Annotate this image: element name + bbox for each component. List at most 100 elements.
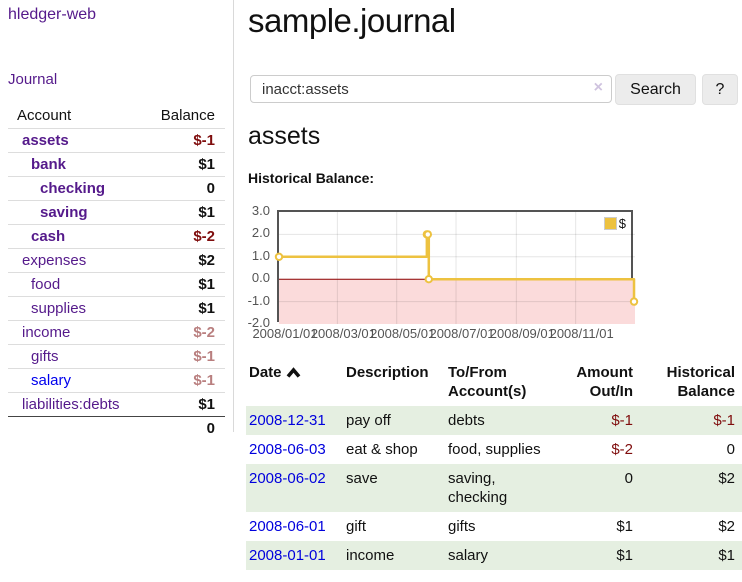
- transaction-amount: $-1: [553, 406, 635, 435]
- account-balance: $1: [198, 276, 215, 293]
- transaction-balance: 0: [726, 441, 735, 458]
- accounts-total: 0: [8, 416, 225, 440]
- account-balance: $1: [198, 156, 215, 173]
- account-row-expenses[interactable]: expenses $2: [8, 248, 225, 272]
- transaction-description: pay off: [343, 406, 445, 435]
- clear-search-icon[interactable]: ×: [593, 79, 603, 96]
- transaction-description: gift: [346, 518, 367, 535]
- accounts-header-balance: Balance: [160, 107, 215, 124]
- transaction-description: eat & shop: [346, 441, 418, 458]
- register-row: 2008-01-01 income salary $1 $1: [246, 541, 742, 570]
- account-balance: $-1: [193, 348, 215, 365]
- transaction-balance: $2: [718, 518, 735, 535]
- account-balance: $1: [198, 396, 215, 413]
- account-row-income[interactable]: income $-2: [8, 320, 225, 344]
- y-axis-tick-label: 2.0: [251, 225, 270, 241]
- sidebar: hledger-web Journal Account Balance asse…: [0, 0, 233, 582]
- account-balance: $-1: [193, 132, 215, 149]
- legend-label: $: [618, 216, 626, 231]
- x-axis-tick-label: 2008/11/01: [549, 326, 614, 341]
- account-link[interactable]: checking: [40, 180, 106, 197]
- x-axis-tick-label: 2008/09/01: [489, 326, 555, 341]
- transaction-accounts: saving, checking: [445, 464, 553, 512]
- transaction-amount: $1: [616, 518, 633, 535]
- register-row: 2008-12-31 pay off debts $-1 $-1: [246, 406, 742, 435]
- register-row: 2008-06-03 eat & shop food, supplies $-2…: [246, 435, 742, 464]
- transaction-amount: $1: [553, 541, 635, 570]
- account-link[interactable]: assets: [22, 132, 69, 149]
- page-title: sample.journal: [248, 2, 456, 39]
- account-row-checking[interactable]: checking 0: [8, 176, 225, 200]
- account-balance: 0: [206, 180, 215, 197]
- column-header-date[interactable]: Date: [246, 360, 343, 406]
- x-axis-tick-label: 2008/03/01: [310, 326, 376, 341]
- transaction-date-link[interactable]: 2008-12-31: [246, 406, 343, 435]
- register-row: 2008-06-01 gift gifts $1 $2: [246, 512, 742, 541]
- y-axis-tick-label: 0.0: [251, 270, 270, 286]
- account-row-supplies[interactable]: supplies $1: [8, 296, 225, 320]
- account-balance: $1: [198, 204, 215, 221]
- help-button[interactable]: ?: [702, 74, 738, 105]
- transaction-date-link[interactable]: 2008-06-01: [249, 518, 326, 535]
- transaction-accounts: gifts: [448, 518, 476, 535]
- chart-legend: $: [603, 216, 626, 231]
- y-axis-tick-label: 3.0: [251, 203, 270, 218]
- register-table: Date Description To/From Account(s) Amou…: [246, 360, 742, 570]
- legend-swatch-icon: [603, 217, 617, 230]
- account-link[interactable]: expenses: [22, 252, 87, 269]
- account-link[interactable]: salary: [31, 372, 72, 389]
- column-header-description: Description: [346, 364, 429, 381]
- register-row: 2008-06-02 save saving, checking 0 $2: [246, 464, 742, 512]
- x-axis-tick-label: 2008/07/01: [429, 326, 495, 341]
- account-link[interactable]: saving: [40, 204, 88, 221]
- transaction-date-link[interactable]: 2008-01-01: [246, 541, 343, 570]
- y-axis-tick-label: -1.0: [247, 292, 270, 308]
- account-link[interactable]: food: [31, 276, 61, 293]
- sidebar-item-journal[interactable]: Journal: [8, 71, 58, 88]
- transaction-date-link[interactable]: 2008-06-03: [249, 441, 326, 458]
- transaction-balance: $-1: [635, 406, 742, 435]
- transaction-date-link[interactable]: 2008-06-02: [246, 464, 343, 512]
- sidebar-divider: [233, 0, 234, 432]
- transaction-accounts: debts: [445, 406, 553, 435]
- account-link[interactable]: supplies: [31, 300, 87, 317]
- sort-ascending-icon: [286, 364, 301, 383]
- app-brand-link[interactable]: hledger-web: [8, 6, 97, 23]
- transaction-balance: $2: [635, 464, 742, 512]
- account-balance: $-2: [193, 228, 215, 245]
- account-link[interactable]: bank: [31, 156, 67, 173]
- transaction-amount: 0: [553, 464, 635, 512]
- account-row-bank[interactable]: bank $1: [8, 152, 225, 176]
- search-button[interactable]: Search: [615, 74, 696, 105]
- account-row-saving[interactable]: saving $1: [8, 200, 225, 224]
- x-axis-tick-label: 2008/01/01: [252, 326, 318, 341]
- account-balance: $-2: [193, 324, 215, 341]
- transaction-balance: $1: [635, 541, 742, 570]
- account-row-cash[interactable]: cash $-2: [8, 224, 225, 248]
- transaction-amount: $-2: [611, 441, 633, 458]
- accounts-header-account: Account: [17, 107, 72, 124]
- account-link[interactable]: liabilities:debts: [22, 396, 120, 413]
- accounts-header: Account Balance: [8, 103, 225, 128]
- accounts-panel: Account Balance assets $-1 bank $1 check…: [8, 103, 225, 440]
- account-link[interactable]: cash: [31, 228, 66, 245]
- chart-plot-area: $: [274, 210, 639, 324]
- chart-canvas: [274, 212, 639, 324]
- transaction-description: save: [343, 464, 445, 512]
- x-axis-tick-label: 2008/05/01: [370, 326, 436, 341]
- account-row-food[interactable]: food $1: [8, 272, 225, 296]
- y-axis-tick-label: -2.0: [247, 315, 270, 330]
- transaction-accounts: salary: [445, 541, 553, 570]
- historical-balance-chart: $ 3.0 2.0 1.0 0.0 -1.0 -2.0 2008/01/01 2008/03/…: [248, 203, 688, 345]
- account-row-liabilities-debts[interactable]: liabilities:debts $1: [8, 392, 225, 416]
- y-axis-tick-label: 1.0: [251, 247, 270, 263]
- account-heading: assets: [248, 122, 321, 150]
- account-row-assets[interactable]: assets $-1: [8, 128, 225, 152]
- account-link[interactable]: income: [22, 324, 71, 341]
- account-balance: $1: [198, 300, 215, 317]
- account-row-gifts[interactable]: gifts $-1: [8, 344, 225, 368]
- account-link[interactable]: gifts: [31, 348, 59, 365]
- column-header-balance: Historical Balance: [666, 364, 735, 400]
- account-row-salary[interactable]: salary $-1: [8, 368, 225, 392]
- search-input[interactable]: [250, 75, 612, 103]
